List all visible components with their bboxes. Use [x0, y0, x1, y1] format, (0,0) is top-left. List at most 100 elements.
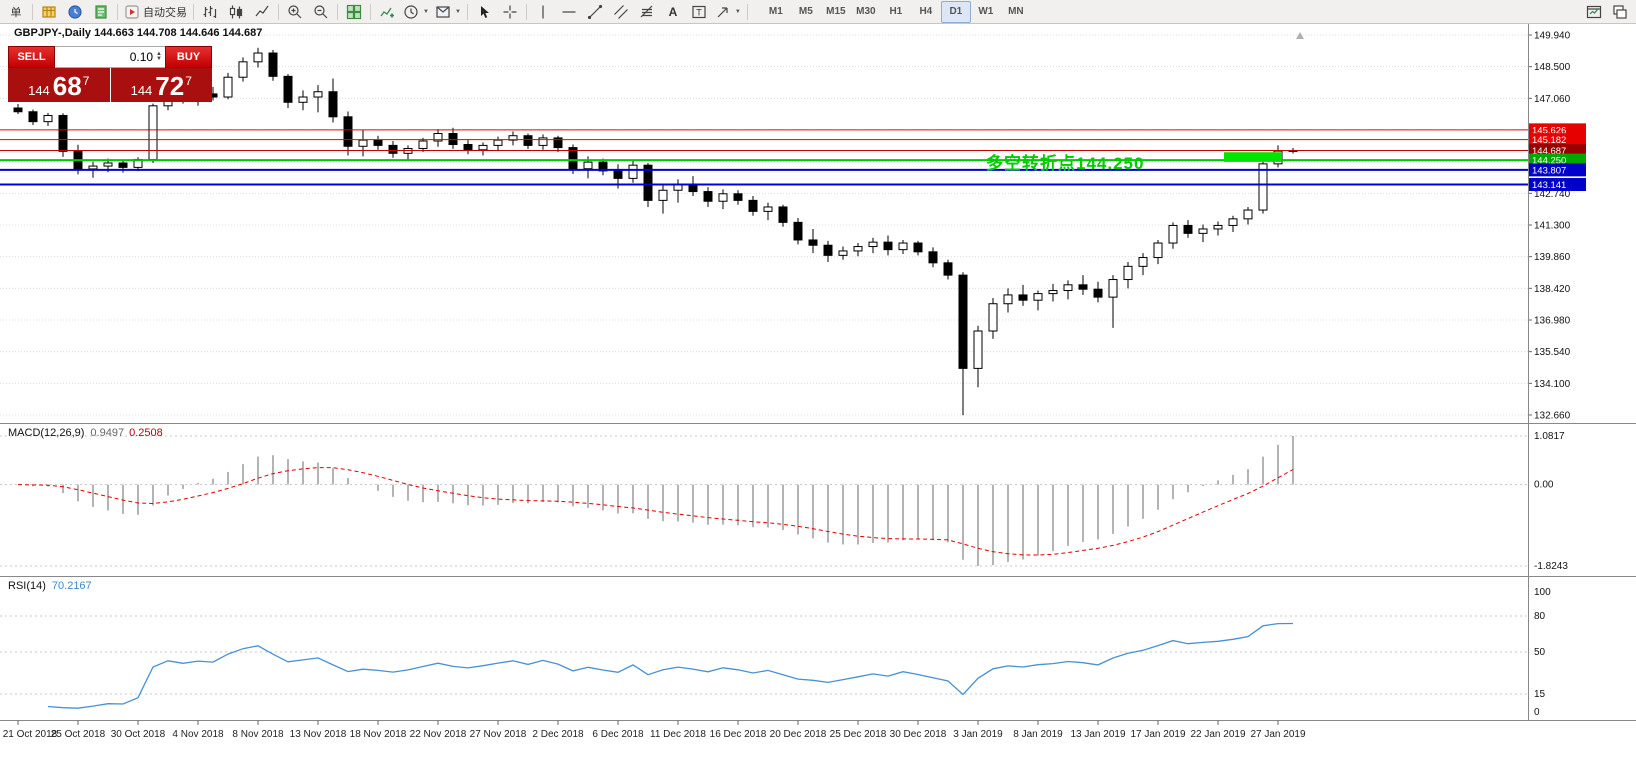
candle [1258, 160, 1268, 214]
rsi-scale-label: 15 [1534, 689, 1546, 700]
candle [1048, 283, 1058, 302]
crosshair-button[interactable] [497, 1, 523, 23]
window-arrange-button[interactable] [1607, 1, 1633, 23]
candle [958, 272, 968, 416]
time-label: 6 Dec 2018 [592, 729, 644, 740]
sell-button[interactable]: SELL [8, 46, 55, 68]
time-label: 4 Nov 2018 [172, 729, 224, 740]
candle [478, 142, 488, 156]
chart-area[interactable] [0, 24, 1528, 720]
timeframe-m15[interactable]: M15 [826, 6, 846, 17]
arrows-button[interactable]: ▼ [712, 1, 744, 23]
zoom-out-button[interactable] [308, 1, 334, 23]
vertical-line-button[interactable] [530, 1, 556, 23]
timeframe-d1[interactable]: D1 [940, 0, 971, 23]
price-scale-label: 138.420 [1534, 284, 1571, 295]
candlestick-chart-button[interactable] [223, 1, 249, 23]
volume-field[interactable]: 0.10 ▲ ▼ [55, 46, 165, 68]
candle [1108, 275, 1118, 328]
chevron-down-icon: ▼ [423, 8, 429, 15]
buy-price-button[interactable]: 144 72 7 [110, 68, 212, 102]
horizontal-line-button[interactable] [556, 1, 582, 23]
new-order-button[interactable]: 单 [3, 1, 29, 23]
candle [283, 74, 293, 109]
indicators-button[interactable] [374, 1, 400, 23]
price-level-badge-text: 143.141 [1532, 180, 1566, 191]
text-button[interactable]: A [660, 1, 686, 23]
toolbar-separator [193, 3, 194, 20]
candle [1183, 220, 1193, 238]
candle [13, 104, 23, 114]
timeframe-mn[interactable]: MN [1008, 6, 1024, 17]
fibonacci-button[interactable] [634, 1, 660, 23]
time-label: 17 Jan 2019 [1130, 729, 1185, 740]
candle [658, 184, 668, 214]
trendline-button[interactable] [582, 1, 608, 23]
candlestick-chart-icon [228, 4, 244, 20]
toolbar-separator [525, 3, 527, 20]
window-list-icon [1612, 4, 1628, 20]
candle [1093, 281, 1103, 303]
buy-price-sup: 7 [185, 74, 192, 88]
horizontal-line-icon [561, 4, 577, 20]
templates-button[interactable]: ▼ [432, 1, 464, 23]
time-label: 30 Oct 2018 [111, 729, 166, 740]
periods-button[interactable]: ▼ [400, 1, 432, 23]
time-label: 25 Oct 2018 [51, 729, 106, 740]
price-level-badge [1528, 178, 1586, 192]
new-chart-window-button[interactable] [1581, 1, 1607, 23]
timeframe-m1[interactable]: M1 [768, 6, 783, 17]
timeframe-h4[interactable]: H4 [919, 6, 933, 17]
toolbar-separator [117, 3, 118, 20]
toolbar-separator [337, 3, 338, 20]
candle [1168, 222, 1178, 249]
candle [868, 237, 878, 254]
line-chart-button[interactable] [249, 1, 275, 23]
tile-windows-button[interactable] [341, 1, 367, 23]
new-chart-window-icon [1586, 4, 1602, 20]
candle [148, 103, 158, 163]
candle [238, 57, 248, 82]
candle [1018, 284, 1028, 306]
volume-down-icon[interactable]: ▼ [156, 56, 162, 62]
timeframe-h1[interactable]: H1 [889, 6, 903, 17]
candle [598, 158, 608, 176]
channel-icon [613, 4, 629, 20]
buy-button[interactable]: BUY [165, 46, 212, 68]
candle [943, 259, 953, 280]
cursor-button[interactable] [471, 1, 497, 23]
timeframe-w1[interactable]: W1 [978, 6, 994, 17]
timeframe-m5[interactable]: M5 [798, 6, 813, 17]
autotrading-button[interactable]: 自动交易 [121, 1, 190, 23]
candle [463, 140, 473, 155]
volume-value[interactable]: 0.10 [129, 50, 154, 64]
sell-price-button[interactable]: 144 68 7 [8, 68, 110, 102]
market-watch-button[interactable] [62, 1, 88, 23]
price-scale-label: 149.940 [1534, 31, 1571, 42]
candle [763, 202, 773, 221]
candle [838, 246, 848, 260]
macd-value-signal: 0.2508 [129, 427, 163, 439]
time-label: 2 Dec 2018 [532, 729, 584, 740]
bar-chart-button[interactable] [197, 1, 223, 23]
new-order-button-label: 单 [10, 6, 22, 19]
charts-button[interactable] [36, 1, 62, 23]
text-label-button[interactable]: T [686, 1, 712, 23]
zoom-in-button[interactable] [282, 1, 308, 23]
candle [58, 113, 68, 157]
time-label: 30 Dec 2018 [890, 729, 947, 740]
cursor-icon [476, 4, 492, 20]
navigator-button[interactable] [88, 1, 114, 23]
one-click-trading-panel: SELL 0.10 ▲ ▼ BUY 144 68 7 144 72 7 [8, 46, 212, 102]
svg-text:A: A [669, 5, 678, 19]
zoom-out-icon [313, 4, 329, 20]
svg-text:T: T [696, 7, 702, 17]
time-axis[interactable] [17, 720, 1279, 726]
timeframe-m30[interactable]: M30 [856, 6, 876, 17]
autotrading-icon [124, 4, 140, 20]
price-scale-label: 147.060 [1534, 94, 1571, 105]
channel-button[interactable] [608, 1, 634, 23]
chart-shift-marker[interactable] [1296, 32, 1304, 39]
volume-up-icon[interactable]: ▲ [156, 51, 162, 57]
